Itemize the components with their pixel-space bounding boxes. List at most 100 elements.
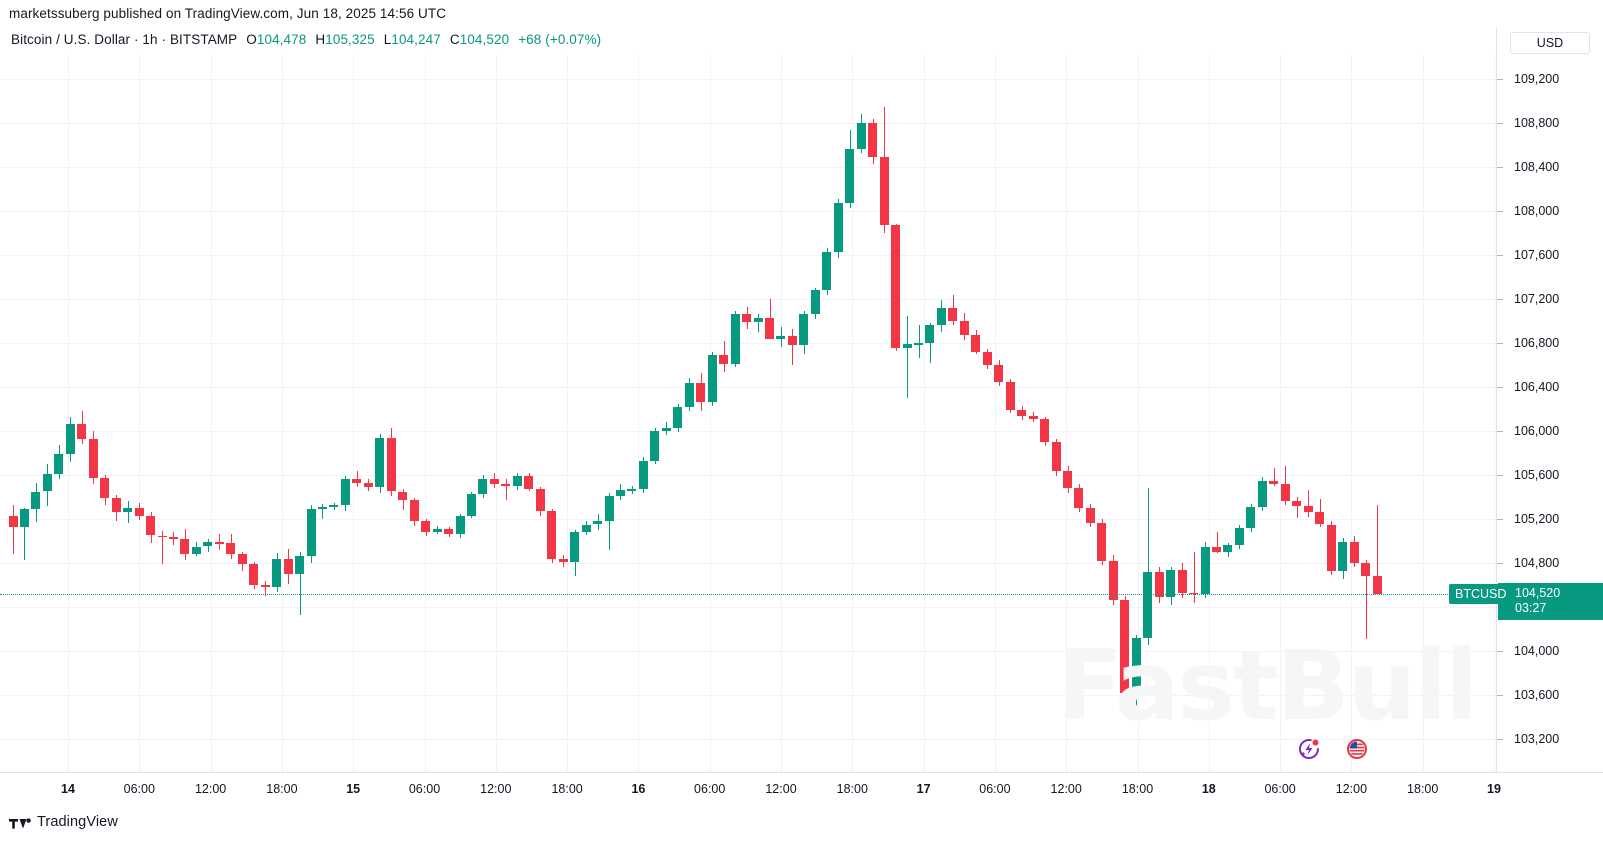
- ohlc-change: +68 (+0.07%): [518, 32, 602, 47]
- candle-body: [226, 543, 236, 555]
- price-tick-label: 109,200: [1497, 73, 1603, 86]
- horizontal-gridline: [0, 651, 1496, 652]
- bar-countdown: 03:27: [1515, 600, 1547, 615]
- vertical-gridline: [68, 55, 69, 772]
- tradingview-footer-logo[interactable]: TradingView: [9, 808, 118, 836]
- candle-body: [65, 424, 75, 455]
- candle-body: [1292, 501, 1302, 506]
- candle-body: [146, 515, 156, 536]
- price-tick-label: 107,200: [1497, 293, 1603, 306]
- candle-body: [776, 336, 786, 339]
- candle-body: [661, 427, 671, 431]
- candle-wick: [219, 534, 220, 550]
- vertical-gridline: [995, 55, 996, 772]
- candle-body: [799, 314, 809, 346]
- candle-body: [203, 542, 213, 547]
- candle-wick: [1377, 504, 1378, 594]
- candle-body: [638, 460, 648, 490]
- vertical-gridline: [781, 55, 782, 772]
- horizontal-gridline: [0, 607, 1496, 608]
- candle-body: [1131, 637, 1141, 693]
- horizontal-gridline: [0, 519, 1496, 520]
- symbol-description[interactable]: Bitcoin / U.S. Dollar · 1h · BITSTAMP: [11, 32, 238, 47]
- time-tick-label: 06:00: [408, 782, 441, 796]
- chart-plot-area[interactable]: FastBull: [0, 55, 1496, 772]
- candle-body: [891, 225, 901, 349]
- candle-wick: [506, 479, 507, 501]
- candle-body: [386, 437, 396, 492]
- candle-body: [696, 382, 706, 403]
- time-tick-label: 06:00: [123, 782, 155, 796]
- candle-body: [501, 483, 511, 486]
- vertical-gridline: [1280, 55, 1281, 772]
- price-tick-label: 107,600: [1497, 249, 1603, 262]
- candle-body: [982, 351, 992, 365]
- vertical-gridline: [282, 55, 283, 772]
- candle-body: [237, 554, 247, 565]
- candle-wick: [13, 504, 14, 555]
- currency-label[interactable]: USD: [1510, 32, 1590, 54]
- candle-body: [558, 558, 568, 562]
- candle-body: [180, 538, 190, 555]
- candle-body: [650, 431, 660, 461]
- price-tick-label: 108,800: [1497, 117, 1603, 130]
- candle-body: [1166, 569, 1176, 598]
- candle-body: [1257, 480, 1267, 507]
- horizontal-gridline: [0, 387, 1496, 388]
- price-tick-label: 105,600: [1497, 469, 1603, 482]
- candle-body: [409, 500, 419, 522]
- badge-icons: [1296, 735, 1370, 766]
- time-tick-label: 18:00: [266, 782, 298, 796]
- candle-wick: [1148, 488, 1149, 646]
- candle-body: [272, 558, 282, 588]
- ohlc-low: L104,247: [383, 32, 441, 47]
- candle-body: [925, 325, 935, 343]
- candle-body: [547, 511, 557, 559]
- candle-body: [317, 506, 327, 510]
- candle-body: [524, 476, 534, 490]
- candle-body: [466, 493, 476, 516]
- candle-body: [856, 123, 866, 150]
- candle-body: [604, 495, 614, 522]
- price-tick-label: 103,200: [1497, 733, 1603, 746]
- candle-body: [1326, 524, 1336, 571]
- tradingview-brand-label: TradingView: [37, 814, 118, 830]
- candle-body: [31, 491, 41, 510]
- candle-wick: [322, 503, 323, 519]
- vertical-gridline: [567, 55, 568, 772]
- price-tick-label: 106,400: [1497, 381, 1603, 394]
- candle-body: [902, 344, 912, 349]
- vertical-gridline: [1423, 55, 1424, 772]
- candle-body: [1280, 483, 1290, 502]
- candle-body: [352, 479, 362, 483]
- horizontal-gridline: [0, 167, 1496, 168]
- candle-body: [1246, 506, 1256, 528]
- price-tick-label: 106,000: [1497, 425, 1603, 438]
- candle-body: [432, 528, 442, 533]
- candle-body: [1154, 571, 1164, 598]
- candle-body: [822, 251, 832, 291]
- candle-body: [1040, 418, 1050, 442]
- candle-body: [512, 476, 522, 486]
- vertical-gridline: [1351, 55, 1352, 772]
- candle-wick: [24, 508, 25, 560]
- candle-body: [249, 564, 259, 585]
- candle-body: [593, 521, 603, 525]
- horizontal-gridline: [0, 431, 1496, 432]
- candle-body: [1372, 576, 1382, 594]
- candle-body: [260, 585, 270, 588]
- candle-body: [730, 314, 740, 364]
- candle-body: [1200, 546, 1210, 594]
- time-tick-label: 12:00: [1335, 782, 1368, 796]
- time-tick-label: 16: [631, 782, 646, 796]
- candle-body: [214, 542, 224, 544]
- candle-body: [1349, 542, 1359, 563]
- candle-wick: [162, 531, 163, 565]
- candle-wick: [300, 552, 301, 615]
- price-axis[interactable]: USD 109,200 108,800 108,400 108,000 107,600 1…: [1496, 27, 1603, 772]
- candle-body: [719, 355, 729, 364]
- vertical-gridline: [1138, 55, 1139, 772]
- time-tick-label: 12:00: [765, 782, 797, 796]
- time-axis[interactable]: 14 06:00 12:00 18:00 15 06:00 12:00 18:00 16 06:0…: [0, 772, 1603, 806]
